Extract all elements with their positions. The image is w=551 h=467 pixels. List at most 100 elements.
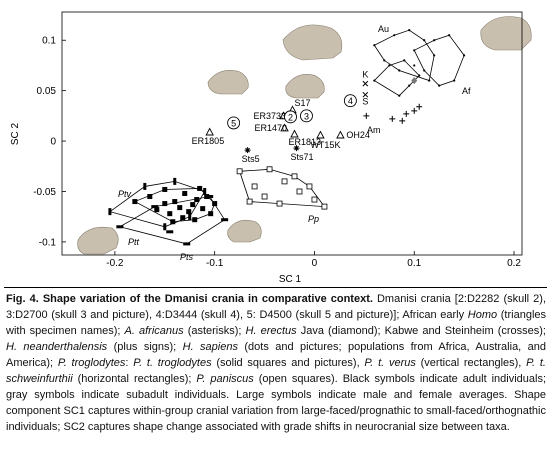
point bbox=[276, 200, 283, 207]
point bbox=[438, 84, 441, 87]
x-tick-label: -0.1 bbox=[206, 258, 224, 269]
point bbox=[166, 230, 174, 234]
skull-picture bbox=[282, 24, 343, 61]
x-tick-label: 0.2 bbox=[507, 258, 521, 269]
point bbox=[205, 127, 214, 136]
caption-text: (horizontal rectangles); bbox=[72, 373, 197, 385]
group-label: Ptv bbox=[118, 189, 132, 199]
point bbox=[197, 185, 203, 191]
group-hull bbox=[373, 59, 420, 97]
point bbox=[363, 112, 370, 119]
caption-text: (plus signs); bbox=[107, 341, 183, 353]
caption-text: P. t. troglodytes bbox=[133, 357, 212, 369]
point bbox=[296, 188, 303, 195]
y-tick-label: 0.1 bbox=[42, 36, 56, 47]
point bbox=[383, 59, 386, 62]
point-label: S17 bbox=[294, 98, 310, 108]
point bbox=[413, 49, 416, 52]
point bbox=[311, 196, 318, 203]
caption-text: Dmanisi crania [2:D2282 (skull 2), 3:D27… bbox=[6, 293, 547, 321]
point bbox=[411, 107, 418, 114]
point bbox=[411, 77, 418, 85]
point bbox=[281, 178, 288, 185]
figure: SC 1 SC 2 Ptv Ptt Pts Pp Au Af Am -0.2 -0… bbox=[10, 11, 532, 285]
point bbox=[423, 69, 426, 72]
point bbox=[116, 225, 124, 229]
point bbox=[180, 215, 186, 221]
figure-caption: Fig. 4. Shape variation of the Dmanisi c… bbox=[6, 291, 546, 435]
point bbox=[162, 201, 168, 207]
point bbox=[167, 211, 173, 217]
caption-text: (vertical rectangles), bbox=[415, 357, 527, 369]
point bbox=[423, 39, 426, 42]
point-label: WT15K bbox=[310, 140, 340, 150]
point bbox=[183, 242, 191, 246]
caption-text: Fig. 4. Shape variation of the Dmanisi c… bbox=[6, 293, 373, 305]
point bbox=[399, 117, 406, 124]
x-tick-label: 0 bbox=[312, 258, 318, 269]
point bbox=[284, 110, 297, 124]
group-label: Pts bbox=[180, 252, 194, 262]
point bbox=[403, 59, 406, 62]
caption-text: : bbox=[125, 357, 134, 369]
point bbox=[336, 130, 345, 139]
group-hull bbox=[373, 29, 435, 82]
point bbox=[448, 34, 451, 37]
point bbox=[293, 145, 300, 152]
y-tick-label: -0.05 bbox=[33, 187, 56, 198]
caption-text: (open squares). Black symbols indicate a… bbox=[6, 373, 547, 433]
skull-picture bbox=[207, 70, 249, 95]
point bbox=[244, 147, 251, 154]
caption-text: (solid squares and pictures), bbox=[211, 357, 365, 369]
caption-text: H. erectus bbox=[245, 325, 297, 337]
point bbox=[280, 123, 289, 132]
plot-frame bbox=[61, 11, 523, 256]
point bbox=[108, 208, 112, 216]
point-label: S bbox=[362, 97, 368, 107]
point bbox=[182, 190, 188, 196]
point bbox=[132, 199, 138, 205]
caption-text: P. paniscus bbox=[196, 373, 254, 385]
point bbox=[373, 79, 376, 82]
caption-text: H. sapiens bbox=[182, 341, 238, 353]
point-label: Sts5 bbox=[242, 154, 260, 164]
point bbox=[190, 202, 196, 208]
y-tick-label: -0.1 bbox=[39, 237, 57, 248]
point bbox=[227, 116, 241, 130]
y-tick-label: 0 bbox=[50, 137, 56, 148]
point bbox=[236, 168, 243, 175]
point bbox=[408, 29, 411, 32]
point bbox=[428, 79, 431, 82]
point bbox=[362, 91, 369, 98]
point bbox=[177, 205, 183, 211]
point bbox=[246, 198, 253, 205]
point bbox=[408, 84, 411, 87]
point bbox=[433, 54, 436, 57]
caption-rule bbox=[4, 287, 547, 288]
point bbox=[306, 183, 313, 190]
y-tick-label: 0.05 bbox=[37, 86, 57, 97]
group-label: Ptt bbox=[128, 237, 140, 247]
point bbox=[463, 54, 466, 57]
point-label: 5 bbox=[231, 118, 236, 128]
caption-text: A. africanus bbox=[124, 325, 184, 337]
caption-text: (asterisks); bbox=[183, 325, 246, 337]
group-label: Pp bbox=[308, 214, 319, 224]
point bbox=[418, 74, 421, 77]
point bbox=[221, 218, 229, 222]
point bbox=[172, 199, 178, 205]
point bbox=[290, 129, 299, 138]
caption-text: Homo bbox=[467, 309, 498, 321]
point-label: Sts71 bbox=[290, 152, 313, 162]
point bbox=[266, 166, 273, 173]
point bbox=[343, 94, 357, 108]
caption-text: (dots and pictures; populations from Afr… bbox=[6, 341, 546, 369]
point bbox=[147, 194, 153, 200]
skull-picture bbox=[227, 219, 262, 243]
point bbox=[170, 219, 176, 225]
caption-text: P. t. schweinfurthii bbox=[6, 357, 546, 385]
point bbox=[416, 103, 423, 110]
point bbox=[393, 34, 396, 37]
point-label: ER1805 bbox=[192, 136, 225, 146]
